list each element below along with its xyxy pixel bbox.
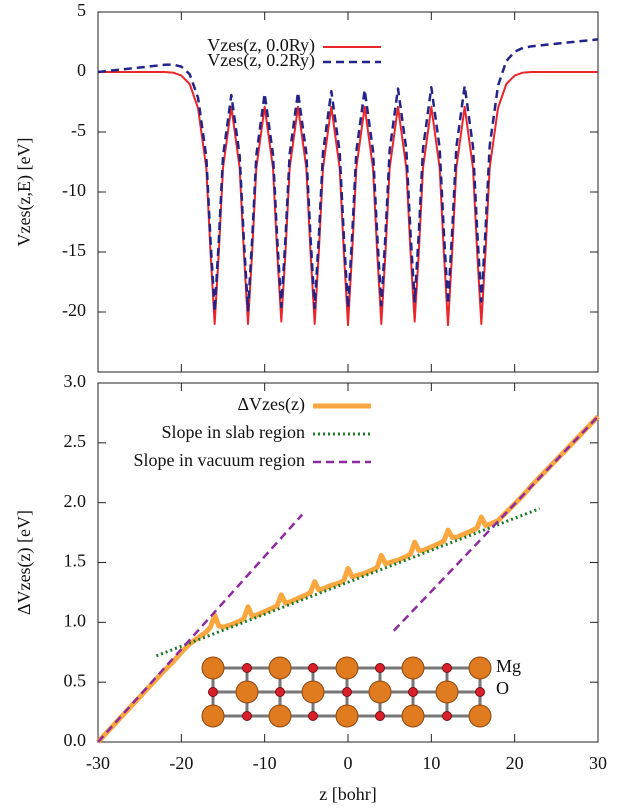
legend-label: Slope in vacuum region xyxy=(134,450,305,470)
y-tick-label: 2.5 xyxy=(64,431,87,451)
y-axis-label: Vzes(z,E) [eV] xyxy=(14,138,35,247)
series-line xyxy=(155,507,541,658)
y-tick-label: 0.0 xyxy=(64,730,87,750)
y-tick-label: 1.5 xyxy=(64,551,87,571)
x-axis-label: z [bohr] xyxy=(319,784,376,804)
y-tick-label: -20 xyxy=(62,300,86,320)
mg-atom xyxy=(301,680,325,704)
series-line xyxy=(97,415,599,743)
o-atom xyxy=(342,687,352,697)
x-tick-label: -10 xyxy=(253,753,277,773)
y-tick-label: 2.0 xyxy=(64,491,87,511)
mg-atom xyxy=(368,680,392,704)
o-atom xyxy=(275,687,285,697)
x-tick-label: 10 xyxy=(422,753,440,773)
y-axis-label: ΔVzes(z) [eV] xyxy=(14,510,35,615)
mg-atom xyxy=(201,704,225,728)
o-atom xyxy=(475,687,485,697)
o-atom xyxy=(408,687,418,697)
annotation: Mg xyxy=(496,656,521,676)
mg-atom xyxy=(268,704,292,728)
y-tick-label: 1.0 xyxy=(64,610,87,630)
mg-atom xyxy=(235,680,259,704)
x-tick-label: 20 xyxy=(506,753,524,773)
mg-atom xyxy=(268,656,292,680)
y-tick-label: -5 xyxy=(71,120,86,140)
mg-atom xyxy=(201,656,225,680)
y-tick-label: 0.5 xyxy=(64,670,87,690)
annotation: O xyxy=(496,678,509,698)
legend-label: Slope in slab region xyxy=(162,422,305,442)
o-atom xyxy=(308,711,318,721)
mg-atom xyxy=(435,680,459,704)
y-tick-label: 5 xyxy=(77,0,86,20)
series-line xyxy=(96,414,600,744)
x-tick-label: -20 xyxy=(169,753,193,773)
mg-atom xyxy=(401,656,425,680)
mg-atom xyxy=(335,704,359,728)
mg-atom xyxy=(468,704,492,728)
o-atom xyxy=(308,663,318,673)
mg-atom xyxy=(468,656,492,680)
o-atom xyxy=(375,663,385,673)
o-atom xyxy=(242,663,252,673)
x-tick-label: -30 xyxy=(86,753,110,773)
x-tick-label: 30 xyxy=(589,753,607,773)
y-tick-label: 0 xyxy=(77,60,86,80)
mg-atom xyxy=(401,704,425,728)
y-tick-label: -15 xyxy=(62,240,86,260)
o-atom xyxy=(442,711,452,721)
o-atom xyxy=(442,663,452,673)
series-line xyxy=(97,38,599,313)
o-atom xyxy=(208,687,218,697)
x-tick-label: 0 xyxy=(344,753,353,773)
y-tick-label: -10 xyxy=(62,180,86,200)
legend-label: Vzes(z, 0.0Ry) xyxy=(207,35,315,56)
o-atom xyxy=(375,711,385,721)
legend-label: Vzes(z, 0.2Ry) xyxy=(207,50,315,71)
legend-label: ΔVzes(z) xyxy=(237,394,305,415)
mg-atom xyxy=(335,656,359,680)
y-tick-label: 3.0 xyxy=(64,371,87,391)
lattice-inset xyxy=(201,656,492,728)
o-atom xyxy=(242,711,252,721)
